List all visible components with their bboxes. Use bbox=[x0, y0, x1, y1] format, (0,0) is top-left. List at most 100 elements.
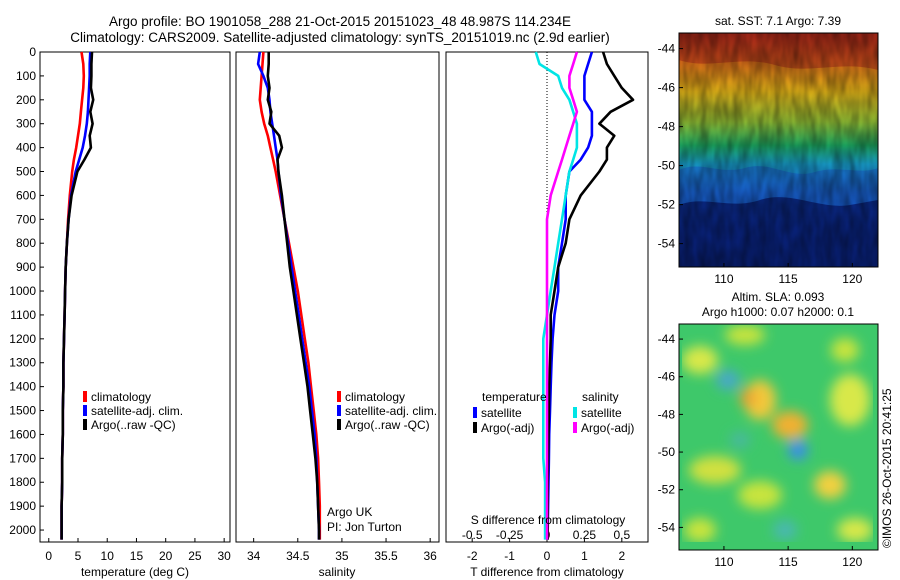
sst_map-xtick-label: 120 bbox=[842, 272, 862, 286]
sla_map-xtick-label: 110 bbox=[714, 555, 733, 569]
sla_map-xtick-label: 120 bbox=[842, 555, 862, 569]
salinity-xtick-label: 34 bbox=[247, 549, 261, 563]
temperature-xlabel: temperature (deg C) bbox=[81, 565, 189, 579]
depth-tick-label: 1200 bbox=[9, 332, 36, 346]
depth-tick-label: 700 bbox=[16, 212, 36, 226]
imos-credit: ©IMOS 26-Oct-2015 20:41:25 bbox=[880, 388, 894, 548]
figure-title-line2: Climatology: CARS2009. Satellite-adjuste… bbox=[70, 30, 610, 45]
depth-tick-label: 1500 bbox=[9, 404, 36, 418]
sla_map-xtick-label: 115 bbox=[779, 555, 798, 569]
salinity-xtick-label: 35 bbox=[335, 549, 349, 563]
depth-tick-label: 1900 bbox=[9, 499, 36, 513]
salinity-legend-swatch bbox=[337, 405, 341, 416]
sst-map-panel: sat. SST: 7.1 Argo: 7.39 110 115 120 -44 -46… bbox=[658, 14, 879, 286]
difference-series-salinity-argo-adj- bbox=[545, 51, 579, 540]
temperature-xtick-label: 25 bbox=[188, 549, 202, 563]
sst-map-frame bbox=[678, 32, 879, 268]
temperature-legend-swatch bbox=[83, 405, 87, 416]
temperature-legend-label: climatology bbox=[91, 390, 151, 404]
sst_map-ytick-label: -52 bbox=[658, 198, 676, 212]
difference-legend-swatch bbox=[473, 407, 477, 418]
salinity-xlabel: salinity bbox=[319, 565, 356, 579]
depth-tick-label: 400 bbox=[16, 141, 36, 155]
sst_map-ytick-label: -50 bbox=[658, 159, 676, 173]
difference-legend-group-title: salinity bbox=[582, 390, 619, 404]
depth-tick-label: 1400 bbox=[9, 380, 36, 394]
difference-legend-swatch bbox=[573, 407, 577, 418]
difference-legend-label: Argo(-adj) bbox=[581, 421, 634, 435]
salinity-xtick-label: 36 bbox=[423, 549, 437, 563]
difference-legend-group-title: temperature bbox=[482, 390, 547, 404]
temperature-legend-label: Argo(..raw -QC) bbox=[91, 418, 176, 432]
sla-map-title-line1: Altim. SLA: 0.093 bbox=[732, 290, 825, 304]
temperature-panel: 0100200300400500600700800900100011001200… bbox=[9, 45, 231, 579]
salinity-series-climatology bbox=[258, 51, 322, 540]
difference-top-xlabel: S difference from climatology bbox=[471, 513, 626, 527]
temperature-legend-swatch bbox=[83, 391, 87, 402]
sla_map-ytick-label: -48 bbox=[658, 407, 676, 421]
temperature-plot-frame bbox=[39, 51, 231, 543]
difference-top-xtick-label: -0.25 bbox=[496, 528, 524, 542]
sla_map-ytick-label: -50 bbox=[658, 445, 676, 459]
temperature-legend-label: satellite-adj. clim. bbox=[91, 404, 183, 418]
difference-xtick-label: -1 bbox=[504, 549, 515, 563]
sla_map-ytick-label: -52 bbox=[658, 483, 676, 497]
temperature-xtick-label: 10 bbox=[101, 549, 115, 563]
salinity-series-argo-raw-qc- bbox=[266, 52, 321, 540]
depth-tick-label: 600 bbox=[16, 188, 36, 202]
salinity-series-satellite-adj-clim- bbox=[256, 51, 321, 540]
depth-tick-label: 900 bbox=[16, 260, 36, 274]
salinity-annotation-line1: Argo UK bbox=[327, 505, 372, 519]
sst_map-ytick-label: -46 bbox=[658, 81, 676, 95]
temperature-xtick-label: 5 bbox=[75, 549, 82, 563]
salinity-annotation-line2: PI: Jon Turton bbox=[327, 520, 402, 534]
difference-top-xtick-label: -0.5 bbox=[462, 528, 483, 542]
depth-tick-label: 100 bbox=[16, 69, 36, 83]
salinity-legend-label: Argo(..raw -QC) bbox=[345, 418, 430, 432]
difference-xtick-label: 2 bbox=[618, 549, 625, 563]
difference-xtick-label: -2 bbox=[467, 549, 478, 563]
salinity-plot-frame bbox=[235, 51, 440, 543]
difference-legend-label: satellite bbox=[481, 406, 522, 420]
salinity-legend-label: climatology bbox=[345, 390, 405, 404]
depth-tick-label: 2000 bbox=[9, 523, 36, 537]
temperature-xtick-label: 0 bbox=[45, 549, 52, 563]
depth-tick-label: 1700 bbox=[9, 451, 36, 465]
difference-xtick-label: 1 bbox=[581, 549, 588, 563]
difference-panel: -2 -1 0 1 2-0.5 -0.25 0 0.25 0.5 temperaturesate… bbox=[445, 51, 649, 579]
salinity-xtick-label: 35.5 bbox=[374, 549, 398, 563]
figure-title-line1: Argo profile: BO 1901058_288 21-Oct-2015… bbox=[109, 14, 571, 29]
difference-legend-swatch bbox=[473, 422, 477, 433]
difference-legend-label: Argo(-adj) bbox=[481, 421, 534, 435]
depth-tick-label: 1300 bbox=[9, 356, 36, 370]
salinity-xtick-label: 34.5 bbox=[286, 549, 310, 563]
difference-xlabel: T difference from climatology bbox=[470, 565, 624, 579]
salinity-legend-label: satellite-adj. clim. bbox=[345, 404, 437, 418]
sla-map-title-line2: Argo h1000: 0.07 h2000: 0.1 bbox=[702, 305, 854, 319]
depth-tick-label: 800 bbox=[16, 236, 36, 250]
salinity-legend-swatch bbox=[337, 391, 341, 402]
sst_map-xtick-label: 110 bbox=[714, 272, 733, 286]
sla-map-frame bbox=[678, 323, 879, 551]
sla_map-ytick-label: -44 bbox=[658, 332, 676, 346]
temperature-xtick-label: 20 bbox=[159, 549, 173, 563]
difference-series-salinity-satellite bbox=[534, 51, 579, 540]
temperature-xtick-label: 30 bbox=[217, 549, 231, 563]
depth-tick-label: 300 bbox=[16, 117, 36, 131]
depth-tick-label: 1800 bbox=[9, 475, 36, 489]
difference-top-xtick-label: 0.5 bbox=[613, 528, 630, 542]
sla_map-ytick-label: -54 bbox=[658, 520, 676, 534]
difference-legend-swatch bbox=[573, 422, 577, 433]
depth-tick-label: 0 bbox=[29, 45, 36, 59]
difference-legend-label: satellite bbox=[581, 406, 622, 420]
difference-xtick-label: 0 bbox=[544, 549, 551, 563]
sst-texture bbox=[679, 33, 878, 267]
depth-tick-label: 1000 bbox=[9, 284, 36, 298]
depth-tick-label: 1100 bbox=[10, 308, 36, 322]
temperature-legend-swatch bbox=[83, 419, 87, 430]
sst_map-ytick-label: -48 bbox=[658, 120, 676, 134]
sla-eddies bbox=[682, 325, 873, 542]
salinity-panel: 34 34.5 35 35.5 36 climatologysatellite-adj.… bbox=[235, 51, 440, 579]
depth-tick-label: 1600 bbox=[9, 427, 36, 441]
sst_map-xtick-label: 115 bbox=[779, 272, 798, 286]
